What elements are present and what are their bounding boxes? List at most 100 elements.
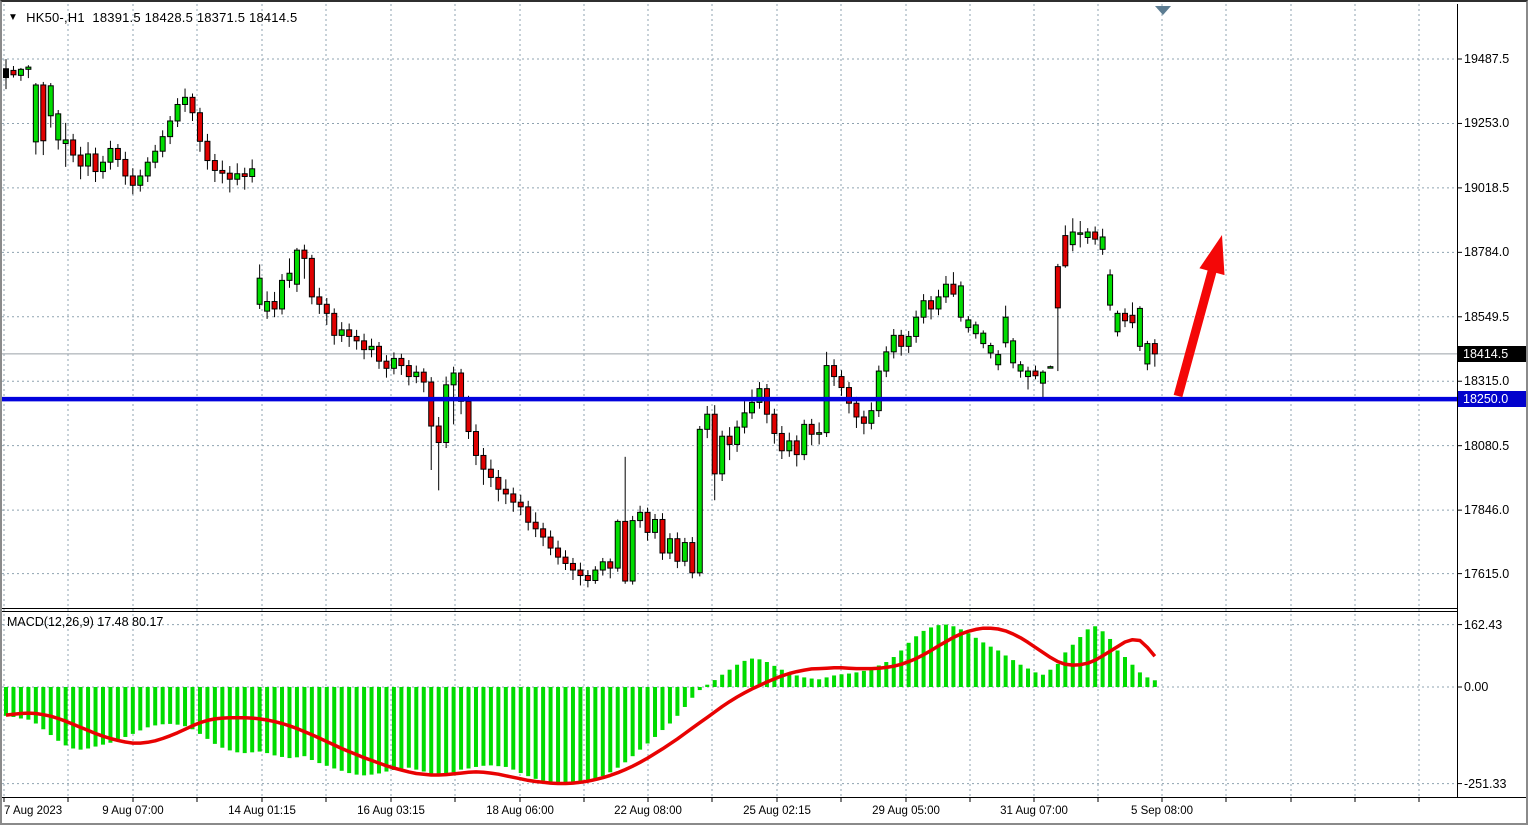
macd-bar bbox=[690, 687, 695, 698]
time-axis-label: 7 Aug 2023 bbox=[4, 805, 63, 817]
candle-body bbox=[577, 569, 584, 577]
candle-body bbox=[1136, 307, 1143, 347]
candle-body bbox=[159, 136, 166, 152]
candle-body bbox=[681, 542, 688, 562]
candle-body bbox=[935, 296, 942, 310]
candle-body bbox=[211, 160, 218, 171]
time-axis-label: 25 Aug 02:15 bbox=[743, 805, 811, 817]
macd-bar bbox=[585, 687, 590, 782]
candle-body bbox=[1107, 274, 1114, 306]
candle-body bbox=[428, 381, 435, 427]
macd-bar bbox=[1026, 668, 1031, 687]
candle-body bbox=[652, 518, 659, 533]
macd-histogram bbox=[4, 624, 1157, 784]
macd-bar bbox=[511, 687, 516, 770]
macd-bar bbox=[436, 687, 441, 776]
candle-body bbox=[965, 319, 972, 329]
candle-body bbox=[293, 249, 300, 285]
macd-bar bbox=[33, 687, 38, 724]
macd-bar bbox=[1055, 663, 1060, 687]
candle-body bbox=[905, 335, 912, 347]
macd-bar bbox=[794, 675, 799, 687]
price-axis-label: 17846.0 bbox=[1464, 503, 1510, 518]
panel-frame bbox=[2, 4, 1526, 802]
macd-bar bbox=[212, 687, 217, 744]
macd-bar bbox=[354, 687, 359, 775]
macd-bar bbox=[526, 687, 531, 777]
symbol-dropdown-icon[interactable]: ▼ bbox=[8, 11, 19, 23]
candle-body bbox=[980, 332, 987, 345]
candle-body bbox=[928, 300, 935, 310]
macd-bar bbox=[1078, 637, 1083, 687]
macd-bar bbox=[906, 642, 911, 687]
macd-bar bbox=[444, 687, 449, 775]
macd-bar bbox=[638, 687, 643, 750]
candle-body bbox=[256, 277, 263, 305]
candle-body bbox=[816, 432, 823, 435]
candle-body bbox=[1032, 370, 1039, 377]
time-axis-label: 16 Aug 03:15 bbox=[357, 805, 425, 817]
macd-bar bbox=[958, 629, 963, 687]
macd-bar bbox=[56, 687, 61, 741]
candle-body bbox=[778, 432, 785, 452]
candle-body bbox=[420, 371, 427, 383]
time-axis-label: 9 Aug 07:00 bbox=[102, 805, 164, 817]
macd-bar bbox=[929, 627, 934, 687]
candle-body bbox=[55, 113, 62, 141]
candle-body bbox=[376, 345, 382, 362]
candle-body bbox=[196, 112, 203, 142]
candle-body bbox=[465, 400, 472, 433]
macd-signal bbox=[5, 626, 1157, 786]
macd-bar bbox=[556, 687, 561, 783]
price-axis-label: 19253.0 bbox=[1464, 116, 1510, 131]
macd-axis-label: 0.00 bbox=[1464, 680, 1489, 694]
candle-body bbox=[107, 147, 114, 163]
macd-bar bbox=[145, 687, 150, 728]
macd-bar bbox=[1018, 664, 1023, 687]
macd-bar bbox=[981, 642, 986, 687]
candle-body bbox=[182, 96, 189, 105]
price-axis-label: 19487.5 bbox=[1464, 52, 1510, 66]
macd-bar bbox=[48, 687, 53, 736]
candle-body bbox=[599, 561, 606, 571]
macd-bar bbox=[518, 687, 523, 774]
candle-body bbox=[174, 103, 181, 122]
macd-bar bbox=[1145, 677, 1150, 687]
time-axis-label: 29 Aug 05:00 bbox=[872, 805, 940, 817]
macd-bar bbox=[951, 626, 956, 687]
candle-body bbox=[622, 520, 629, 582]
macd-bar bbox=[18, 687, 23, 719]
macd-bar bbox=[570, 687, 575, 784]
macd-bar bbox=[623, 687, 628, 763]
candle-body bbox=[793, 440, 800, 456]
macd-axis-label: -251.33 bbox=[1464, 776, 1507, 791]
macd-bar bbox=[347, 687, 352, 774]
candle-body bbox=[510, 493, 517, 503]
candle-body bbox=[584, 575, 591, 581]
candle-body bbox=[763, 388, 770, 415]
candle-body bbox=[137, 175, 144, 186]
macd-bar bbox=[966, 633, 971, 687]
candle-body bbox=[1039, 371, 1046, 384]
macd-bar bbox=[309, 687, 314, 761]
candle-body bbox=[47, 85, 54, 117]
macd-bar bbox=[660, 687, 665, 731]
candle-body bbox=[129, 175, 136, 186]
macd-bar bbox=[697, 687, 702, 691]
candle-body bbox=[1114, 312, 1121, 333]
macd-bar bbox=[130, 687, 135, 734]
candle-body bbox=[361, 340, 368, 351]
candle-body bbox=[555, 547, 562, 558]
macd-bar bbox=[1123, 657, 1127, 687]
candle-body bbox=[443, 384, 450, 444]
macd-bar bbox=[1137, 672, 1142, 687]
candle-body bbox=[972, 324, 979, 335]
candle-body bbox=[838, 376, 845, 389]
candle-body bbox=[1047, 366, 1054, 369]
candle-body bbox=[271, 301, 278, 310]
candle-body bbox=[734, 426, 741, 445]
candle-body bbox=[942, 283, 949, 298]
candle-body bbox=[338, 329, 345, 336]
